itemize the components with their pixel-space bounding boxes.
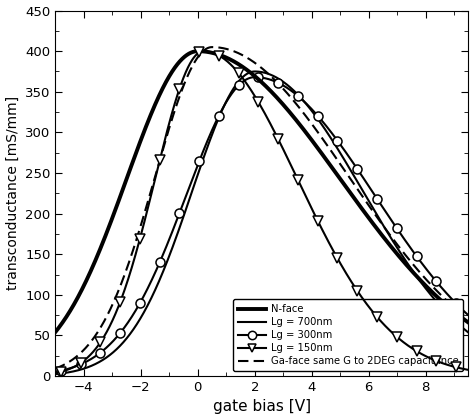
X-axis label: gate bias [V]: gate bias [V]: [213, 399, 311, 415]
Legend: N-face, Lg = 700nm, Lg = 300nm, Lg = 150nm, Ga-face same G to 2DEG capacitance: N-face, Lg = 700nm, Lg = 300nm, Lg = 150…: [233, 299, 464, 371]
Y-axis label: transconductance [mS/mm]: transconductance [mS/mm]: [6, 96, 19, 290]
